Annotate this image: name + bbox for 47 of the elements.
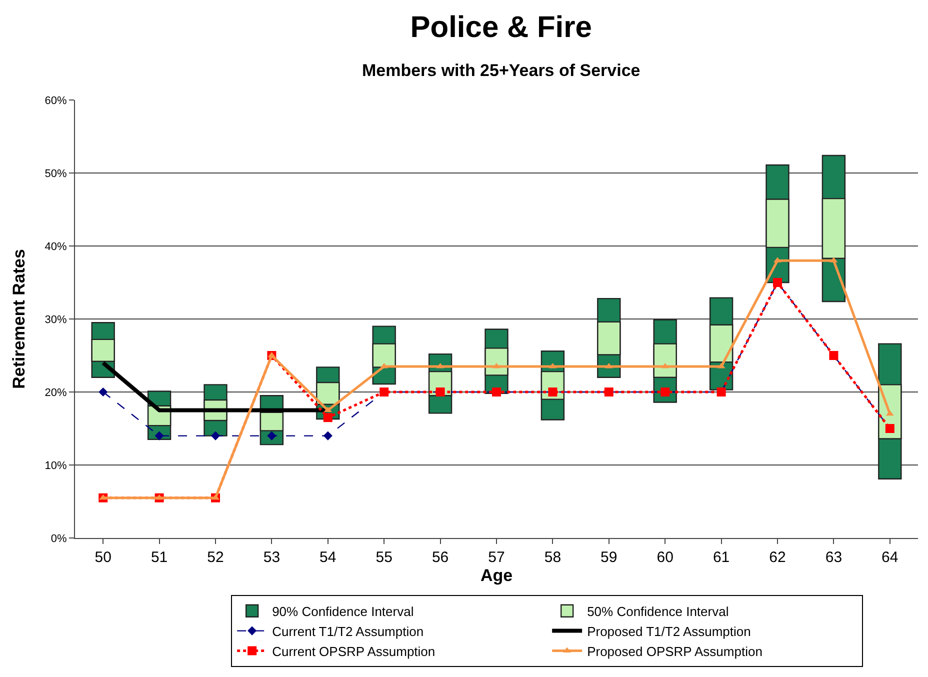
legend-label: Proposed OPSRP Assumption — [587, 644, 762, 659]
x-tick-label: 59 — [600, 549, 618, 566]
x-tick-label: 52 — [207, 549, 224, 566]
point — [210, 431, 220, 440]
point — [604, 362, 613, 368]
x-axis-title: Age — [480, 566, 513, 585]
x-tick-label: 58 — [544, 549, 562, 566]
x-tick-label: 62 — [769, 549, 786, 566]
y-tick-label: 30% — [44, 314, 68, 326]
legend-label: Proposed T1/T2 Assumption — [587, 624, 751, 639]
x-tick-label: 63 — [825, 549, 842, 566]
point — [323, 431, 332, 440]
x-tick-label: 50 — [94, 549, 112, 566]
point — [267, 431, 276, 440]
legend-label: Current OPSRP Assumption — [272, 644, 436, 659]
x-tick-label: 53 — [263, 549, 280, 566]
point — [98, 387, 108, 397]
legend-label: 50% Confidence Interval — [587, 604, 729, 619]
point — [323, 413, 332, 422]
point — [380, 362, 388, 368]
legend-label: Current T1/T2 Assumption — [272, 624, 424, 639]
y-tick-label: 60% — [44, 94, 68, 107]
x-tick-label: 54 — [320, 549, 336, 566]
chart-title: Police & Fire — [410, 11, 592, 44]
point — [886, 410, 894, 416]
x-tick-label: 61 — [712, 549, 730, 566]
y-axis-title: Retirement Rates — [9, 249, 28, 389]
x-tick-label: 55 — [376, 549, 392, 566]
x-tick-label: 64 — [882, 549, 898, 566]
chart-subtitle: Members with 25+Years of Service — [362, 61, 640, 80]
x-tick-label: 56 — [432, 549, 449, 566]
point — [548, 362, 557, 368]
point — [99, 494, 108, 500]
x-tick-label: 51 — [150, 549, 168, 566]
point — [436, 362, 444, 368]
legend-label: 90% Confidence Interval — [272, 604, 414, 619]
point — [155, 494, 164, 500]
y-tick-label: 10% — [44, 460, 68, 472]
point — [717, 362, 726, 368]
y-tick-label: 0% — [50, 532, 68, 545]
point — [661, 362, 670, 368]
y-tick-label: 40% — [44, 240, 68, 253]
point — [154, 431, 164, 440]
x-tick-label: 57 — [488, 549, 505, 566]
y-tick-label: 20% — [44, 386, 68, 399]
x-tick-label: 60 — [656, 549, 674, 566]
y-tick-label: 50% — [44, 168, 68, 180]
